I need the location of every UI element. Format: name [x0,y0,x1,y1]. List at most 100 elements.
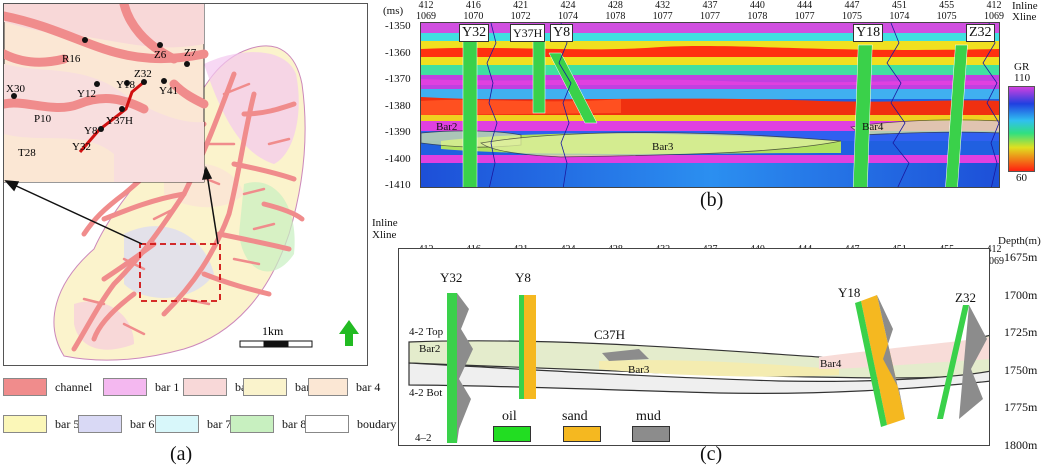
well-label: Y32 [72,141,91,153]
depth-title: Depth(m) [998,235,1041,247]
xline-tick: 1074 [558,11,578,22]
section-bar-label: Bar2 [419,343,441,355]
legend-item: bar 8 [230,415,306,433]
seismic-bar-label: Bar4 [862,121,884,133]
well-label: Z6 [154,49,167,61]
inline-tick: 416 [465,0,481,11]
colorbar-title: GR [1014,61,1030,73]
section-panel [398,248,990,446]
legend-swatch [155,415,199,433]
inline-tick: 440 [749,0,765,11]
legend-swatch [78,415,122,433]
inline-tick: 428 [607,0,623,11]
legend-swatch [230,415,274,433]
lith-label: oil [502,409,517,424]
xline-tick: 1069 [416,11,436,22]
inline-tick: 437 [702,0,718,11]
section-well-label: Y8 [515,270,531,285]
seismic-inline-label: Inline [1012,0,1038,12]
seismic-xline-label: Xline [1012,11,1037,23]
gr-curves [486,23,999,187]
legend-item: bar 7 [155,415,231,433]
well-label: Z7 [184,47,197,59]
well-label: P10 [34,113,52,125]
section-well-label: Y18 [838,285,861,300]
seismic-well-columns [462,40,968,187]
inline-tick: 451 [891,0,907,11]
section-inline-label: Inline [372,217,398,229]
section-bar-label: Bar3 [628,364,650,376]
legend-swatch [103,378,147,396]
inline-tick: 455 [939,0,955,11]
depth-tick: 1775m [1004,400,1038,414]
inline-tick: 421 [513,0,529,11]
lith-swatch [493,426,531,442]
time-tick: -1380 [385,99,411,112]
inline-tick: 412 [986,244,1002,255]
panel-label-b: (b) [700,189,724,211]
depth-tick: 1750m [1004,362,1038,377]
legend-swatch [308,378,348,396]
scale-bar: 1km [239,324,313,348]
xline-tick: 1069 [984,256,1004,267]
colorbar [1008,86,1035,172]
study-area-box [139,243,221,302]
well-label: Y37H [106,115,133,127]
time-tick: -1370 [385,73,411,85]
well-label: Y12 [77,88,96,100]
section-well-label: Y32 [440,270,463,285]
legend-item: bar 6 [78,415,154,433]
seismic-well-label: Y37H [510,24,546,42]
legend-swatch [305,415,349,433]
seismic-well-label: Y18 [853,24,884,42]
well-label: T28 [18,147,36,159]
legend-swatch [243,378,287,396]
map-panel: X30 R16 Z6 Z7 Y12 Y18 Z32 Y41 P10 Y8 Y37… [3,3,368,366]
xline-tick: 1075 [936,11,957,22]
legend-item: bar 5 [3,415,79,433]
depth-tick: 1700m [1004,287,1038,302]
section-bar-label: Bar4 [820,358,842,370]
legend-item: bar 4 [308,378,380,396]
well-label: R16 [62,53,81,65]
legend-swatch [3,415,47,433]
legend-item: channel [3,378,92,396]
lith-swatch [563,426,601,442]
colorbar-min: 60 [1016,172,1027,184]
inline-tick: 444 [797,0,813,11]
xline-tick: 1069 [984,11,1004,22]
inline-tick: 424 [560,0,576,11]
depth-tick: 1725m [1004,325,1038,339]
section-zone-label: 4–2 [415,432,432,444]
section-bot-label: 4-2 Bot [409,387,443,399]
north-arrow-icon [339,320,359,346]
colorbar-max: 110 [1014,72,1031,84]
panel-label-c: (c) [700,443,723,465]
seismic-y-unit: (ms) [383,5,404,17]
seismic-well-label: Y8 [550,24,574,42]
panel-label-a: (a) [170,443,193,465]
xline-tick: 1077 [652,11,673,22]
scale-label: 1km [262,324,284,338]
lith-swatch [632,426,670,442]
sedimentary-map: X30 R16 Z6 Z7 Y12 Y18 Z32 Y41 P10 Y8 Y37… [4,4,359,361]
xline-tick: 1078 [605,11,626,22]
inline-tick: 447 [844,0,860,11]
well-label: X30 [6,83,25,95]
depth-tick: 1675m [1004,250,1038,264]
time-tick: -1400 [385,152,411,165]
seismic-well-label: Y32 [459,24,490,42]
inline-tick: 412 [418,0,434,11]
time-tick: -1390 [385,126,411,138]
well-label: Y18 [116,79,135,91]
lith-label: sand [562,409,588,424]
section-wells [447,293,987,443]
depth-tick: 1800m [1004,437,1038,452]
legend-swatch [183,378,227,396]
time-tick: -1410 [385,179,411,191]
inline-tick: 412 [986,0,1002,11]
inline-tick: 432 [655,0,671,11]
time-tick: -1360 [385,46,411,59]
xline-tick: 1072 [510,11,531,22]
xline-tick: 1077 [794,11,815,22]
